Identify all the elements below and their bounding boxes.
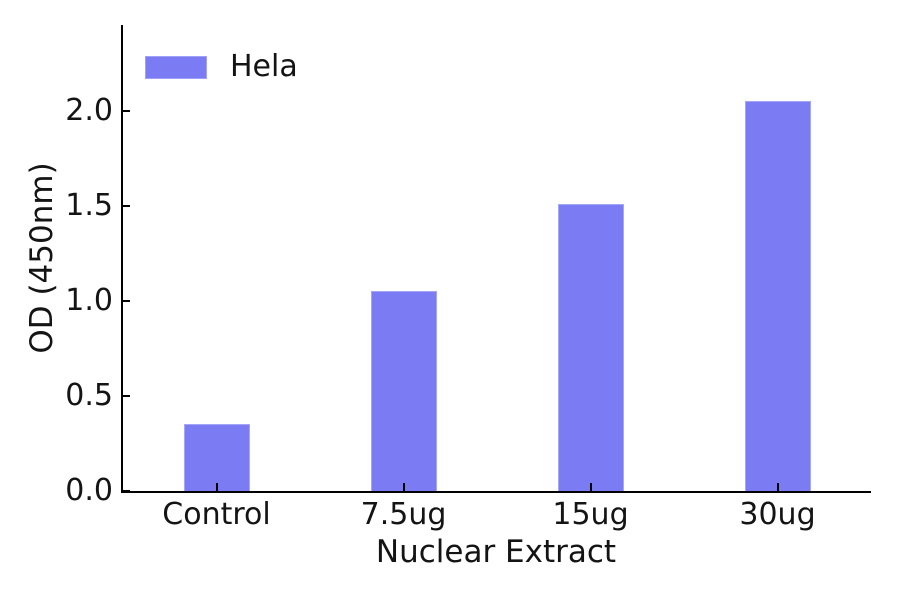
x-tick-label: 15ug (552, 497, 629, 532)
y-tick-mark (123, 490, 130, 492)
y-tick-mark (123, 299, 130, 302)
x-tick-label: 30ug (739, 497, 816, 532)
x-tick-mark (215, 483, 218, 491)
legend-swatch-hela (145, 55, 207, 79)
legend-label-hela: Hela (230, 49, 298, 84)
bar-7-5ug (370, 291, 437, 491)
bar-30ug (744, 101, 811, 491)
x-tick-label: 7.5ug (360, 497, 447, 532)
bar-control (183, 424, 250, 491)
y-tick-label: 0.5 (65, 377, 113, 413)
x-axis-label: Nuclear Extract (375, 534, 617, 570)
y-tick-mark (123, 204, 130, 207)
x-tick-mark (589, 483, 592, 491)
y-tick-label: 2.0 (65, 92, 113, 128)
y-tick-mark (123, 394, 130, 397)
legend: Hela (145, 52, 298, 82)
x-tick-mark (402, 483, 405, 491)
plot-area: Hela Control 7.5ug 15ug 30ug 0.0 0.5 1.0 1.5 2.0 (65, 25, 871, 532)
y-tick-label: 1.0 (65, 282, 113, 318)
y-tick-label: 0.0 (65, 473, 113, 508)
y-tick-label: 1.5 (65, 187, 113, 223)
x-tick-label: Control (162, 497, 271, 532)
bar-15ug (557, 203, 624, 491)
x-tick-mark (776, 483, 779, 491)
y-tick-mark (123, 109, 130, 112)
